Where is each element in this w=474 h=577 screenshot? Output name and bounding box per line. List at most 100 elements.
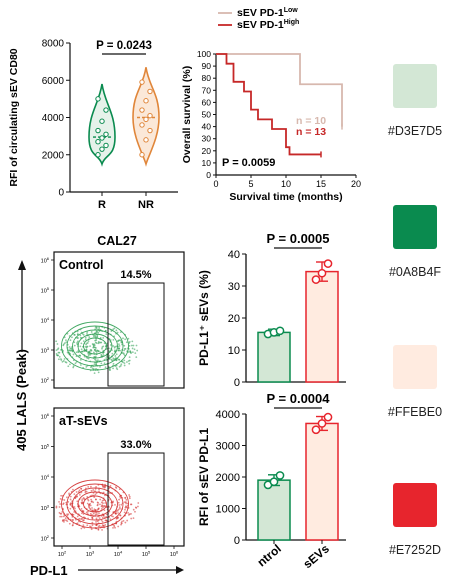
event-dot — [130, 503, 133, 506]
bar — [257, 331, 291, 383]
event-dot — [123, 364, 126, 367]
event-dot — [118, 498, 120, 501]
tick-exponent: 4 — [47, 316, 50, 321]
event-dot — [62, 503, 64, 506]
event-dot — [91, 513, 93, 516]
color-swatch-label: #FFEBE0 — [387, 405, 443, 419]
data-point — [143, 98, 149, 104]
event-dot — [64, 517, 67, 520]
y-tick-label: 50 — [202, 110, 212, 120]
data-point — [103, 107, 109, 113]
legend-superscript: High — [284, 19, 300, 26]
color-swatch — [393, 345, 437, 389]
event-dot — [93, 372, 96, 375]
event-dot — [125, 498, 128, 501]
event-dot — [79, 358, 82, 361]
event-dot — [87, 485, 90, 488]
event-dot — [98, 524, 101, 527]
event-dot — [87, 354, 90, 357]
event-dot — [83, 526, 86, 529]
violin-R — [88, 83, 116, 167]
event-dot — [104, 329, 107, 332]
y-tick-label: 1000 — [216, 504, 240, 516]
event-dot — [101, 499, 104, 502]
p-value-label: P = 0.0059 — [222, 157, 275, 169]
event-dot — [112, 345, 115, 347]
data-point — [95, 127, 101, 134]
event-dot — [85, 490, 88, 493]
event-dot — [60, 515, 63, 518]
event-dot — [95, 517, 98, 520]
color-swatch-label: #D3E7D5 — [387, 124, 443, 138]
event-dot — [105, 513, 108, 516]
bar — [257, 479, 291, 541]
data-point — [323, 412, 333, 422]
flow-plot-frame — [53, 407, 185, 547]
y-tick-label: 90 — [202, 61, 212, 71]
event-dot — [131, 347, 134, 350]
p-value-label: P = 0.0005 — [266, 231, 329, 246]
event-dot — [95, 364, 98, 366]
gate-percent: 14.5% — [120, 269, 151, 281]
event-dot — [103, 509, 106, 512]
event-dot — [130, 517, 133, 520]
event-dot — [96, 335, 99, 338]
y-tick-label: 40 — [228, 249, 240, 261]
event-dot — [114, 512, 117, 515]
event-dot — [81, 517, 83, 520]
event-dot — [59, 515, 62, 518]
y-tick-label: 3000 — [216, 441, 240, 453]
event-dot — [84, 336, 87, 339]
event-dot — [91, 509, 94, 512]
event-dot — [97, 359, 99, 362]
event-dot — [108, 487, 111, 489]
event-dot — [84, 338, 87, 341]
violin-NR — [132, 67, 160, 167]
data-point — [95, 152, 101, 158]
event-dot — [102, 485, 104, 488]
event-dot — [94, 339, 97, 342]
event-dot — [60, 494, 63, 497]
event-dot — [97, 508, 100, 511]
event-dot — [125, 341, 128, 344]
event-dot — [102, 506, 104, 509]
event-dot — [76, 495, 78, 498]
event-dot — [100, 353, 103, 356]
event-dot — [92, 489, 95, 491]
data-point — [269, 477, 279, 487]
event-dot — [116, 340, 119, 343]
event-dot — [77, 340, 79, 343]
event-dot — [61, 360, 64, 363]
data-point — [147, 88, 153, 95]
event-dot — [59, 498, 62, 500]
event-dot — [91, 343, 94, 345]
event-dot — [125, 502, 128, 505]
event-dot — [94, 498, 97, 501]
n-label: n = 10 — [296, 115, 326, 127]
event-dot — [95, 485, 97, 488]
event-dot — [92, 346, 95, 349]
event-dot — [80, 527, 83, 530]
event-dot — [86, 502, 89, 505]
event-dot — [94, 346, 97, 349]
event-dot — [97, 340, 100, 343]
data-point — [323, 259, 333, 268]
color-swatch — [393, 483, 437, 527]
survival-curve — [216, 53, 321, 156]
data-point — [99, 146, 105, 152]
event-dot — [112, 357, 115, 360]
density-contour — [61, 479, 129, 529]
event-dot — [90, 500, 93, 503]
density-contour — [72, 329, 118, 363]
event-dot — [117, 347, 120, 350]
tick-exponent: 4 — [120, 550, 123, 555]
y-tick-label: 80 — [202, 73, 212, 83]
event-dot — [79, 345, 82, 348]
y-tick-label: 106 — [41, 256, 50, 265]
event-dot — [119, 507, 121, 510]
color-swatch — [393, 205, 437, 249]
event-dot — [95, 492, 98, 494]
event-dot — [119, 514, 122, 517]
x-tick-label: 104 — [114, 550, 123, 559]
y-tick-label: 106 — [41, 412, 50, 421]
